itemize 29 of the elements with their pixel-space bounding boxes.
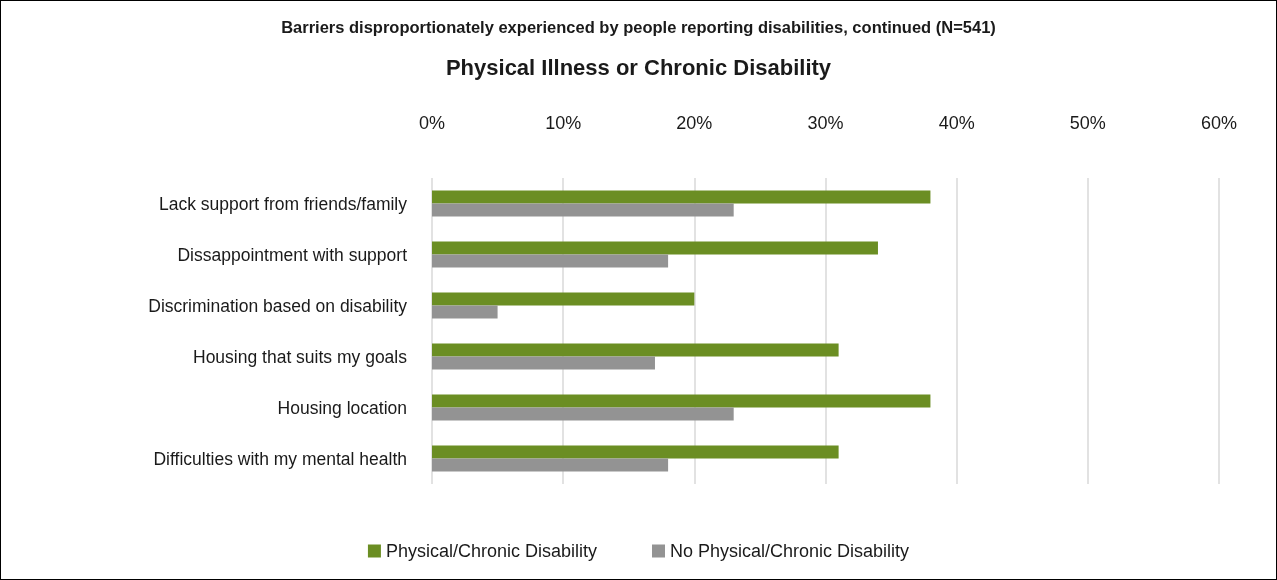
bar [432,292,695,306]
y-tick-label: Housing location [277,397,407,418]
bar [432,356,655,370]
x-tick-label: 30% [807,113,844,133]
bar [432,458,669,472]
x-tick-label: 10% [545,113,582,133]
x-tick-label: 0% [418,113,446,133]
bar [432,305,498,319]
bar [432,190,931,204]
chart-subtitle: Physical Illness or Chronic Disability [445,54,832,80]
bar [432,203,734,217]
y-tick-label: Difficulties with my mental health [153,448,407,469]
y-tick-label: Lack support from friends/family [158,193,408,214]
x-tick-label: 50% [1069,113,1106,133]
y-tick-label: Discrimination based on disability [148,295,408,316]
bar [432,254,669,268]
bar [432,343,839,357]
y-tick-label: Dissappointment with support [177,244,408,265]
y-tick-label: Housing that suits my goals [193,346,408,367]
chart-title: Barriers disproportionately experienced by people reporting disabilities, continued (N=541) [281,17,996,36]
legend-label: No Physical/Chronic Disability [669,541,910,561]
x-tick-label: 60% [1200,113,1238,133]
bar [432,445,839,459]
x-tick-label: 40% [938,113,975,133]
x-tick-label: 20% [676,113,713,133]
bar [432,241,878,255]
bar [432,407,734,421]
bar [432,394,931,408]
legend-label: Physical/Chronic Disability [385,541,597,561]
